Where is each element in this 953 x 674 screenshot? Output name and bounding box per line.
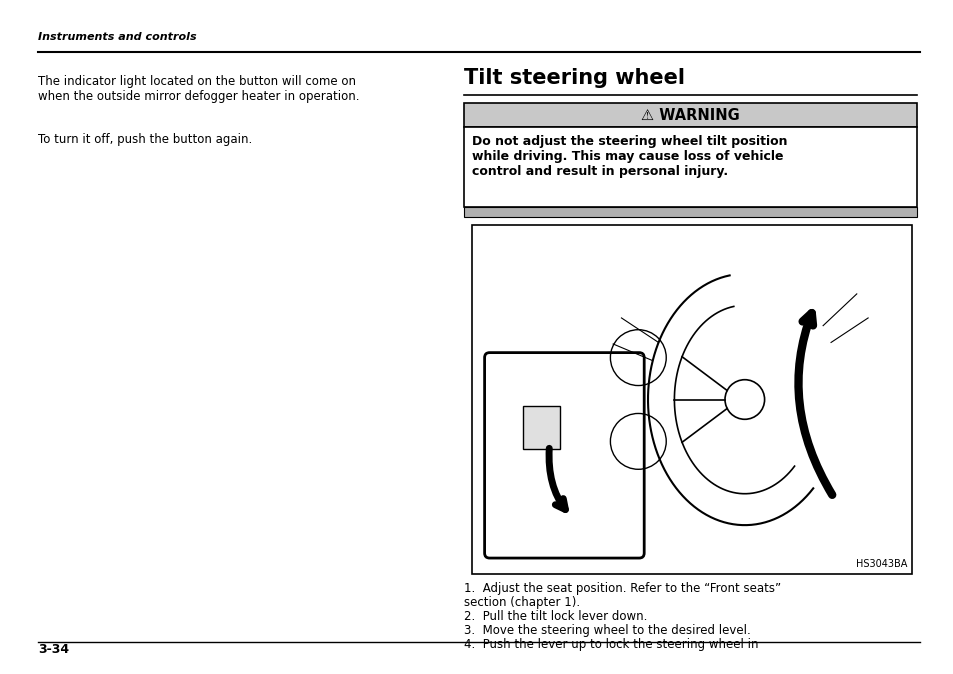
Bar xyxy=(463,103,916,127)
FancyBboxPatch shape xyxy=(484,353,643,558)
Bar xyxy=(522,406,559,450)
Text: HS3043BA: HS3043BA xyxy=(855,559,906,569)
Text: Instruments and controls: Instruments and controls xyxy=(38,32,196,42)
Text: 2.  Pull the tilt lock lever down.: 2. Pull the tilt lock lever down. xyxy=(463,610,647,623)
Text: ⚠ WARNING: ⚠ WARNING xyxy=(640,107,740,123)
Text: To turn it off, push the button again.: To turn it off, push the button again. xyxy=(38,133,252,146)
Text: section (chapter 1).: section (chapter 1). xyxy=(463,596,579,609)
Text: 3-34: 3-34 xyxy=(38,643,69,656)
Text: The indicator light located on the button will come on
when the outside mirror d: The indicator light located on the butto… xyxy=(38,75,359,103)
Text: 4.  Push the lever up to lock the steering wheel in: 4. Push the lever up to lock the steerin… xyxy=(463,638,758,651)
Bar xyxy=(463,127,916,207)
Text: 3.  Move the steering wheel to the desired level.: 3. Move the steering wheel to the desire… xyxy=(463,624,750,637)
Bar xyxy=(463,207,916,217)
Text: 1.  Adjust the seat position. Refer to the “Front seats”: 1. Adjust the seat position. Refer to th… xyxy=(463,582,781,595)
Bar xyxy=(472,225,911,574)
Text: Tilt steering wheel: Tilt steering wheel xyxy=(463,68,684,88)
Text: Do not adjust the steering wheel tilt position
while driving. This may cause los: Do not adjust the steering wheel tilt po… xyxy=(472,135,786,178)
